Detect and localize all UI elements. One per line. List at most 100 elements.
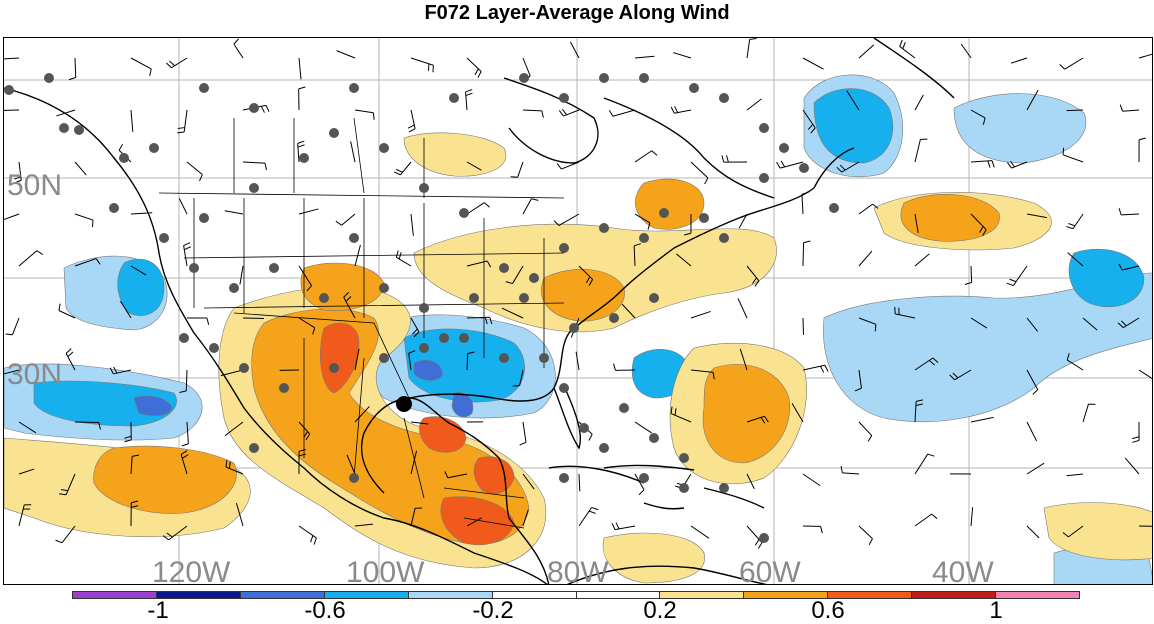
wind-barb — [691, 526, 709, 538]
station-dot — [319, 293, 329, 303]
station-dot — [829, 203, 839, 213]
wind-barb — [747, 39, 757, 58]
wind-barb — [1139, 370, 1153, 387]
wind-barb — [351, 141, 355, 162]
wind-barb — [1067, 474, 1083, 476]
florida — [554, 386, 580, 448]
wind-barb — [609, 110, 635, 116]
wind-barb — [1119, 208, 1139, 215]
lon-label-100w: 100W — [346, 558, 424, 585]
station-dot — [249, 443, 259, 453]
station-dot — [649, 293, 659, 303]
wind-barb — [859, 422, 872, 442]
station-dot — [559, 93, 569, 103]
station-dot — [349, 233, 359, 243]
station-dot — [459, 333, 469, 343]
wind-barb — [971, 507, 973, 526]
station-dot — [59, 123, 69, 133]
station-dot — [419, 303, 429, 313]
wind-barb — [299, 87, 306, 110]
wind-barb — [299, 58, 301, 79]
station-dot — [599, 223, 609, 233]
wind-barb — [511, 162, 523, 177]
wind-barb — [1027, 526, 1039, 538]
wind-barb — [635, 422, 652, 433]
station-dot — [619, 403, 629, 413]
wind-barb — [971, 161, 994, 168]
station-dot — [519, 73, 529, 83]
wind-barb — [915, 514, 937, 526]
wind-barb — [859, 45, 874, 58]
colorbar-segment — [996, 592, 1079, 598]
map-title: F072 Layer-Average Along Wind — [0, 0, 1154, 26]
station-dot — [439, 333, 449, 343]
station-dot — [419, 343, 429, 353]
station-dot — [249, 103, 259, 113]
station-dot — [499, 263, 509, 273]
hudson-bay — [504, 78, 598, 163]
wind-barb — [915, 95, 923, 110]
station-dot — [569, 323, 579, 333]
station-dot — [639, 473, 649, 483]
colorbar-label-neg1: -1 — [147, 598, 168, 624]
station-dot — [689, 83, 699, 93]
wind-barb — [520, 422, 526, 445]
station-dot — [119, 153, 129, 163]
wind-barb — [1007, 266, 1027, 286]
colorbar-label-06: 0.6 — [811, 598, 844, 624]
station-dot — [379, 143, 389, 153]
wind-barb — [1139, 53, 1153, 59]
wind-barb — [859, 526, 872, 545]
station-dot — [459, 208, 469, 218]
station-dot — [209, 343, 219, 353]
wind-barb — [1125, 458, 1139, 474]
station-dot — [269, 263, 279, 273]
neg-region-north-atlantic — [954, 94, 1086, 163]
wind-barb — [803, 365, 828, 372]
wind-barb — [579, 507, 598, 526]
wind-barb — [187, 318, 209, 325]
wind-barb — [747, 99, 761, 110]
station-dot — [639, 233, 649, 243]
wind-barb — [396, 251, 411, 266]
station-dot — [759, 173, 769, 183]
wind-barb — [915, 454, 934, 474]
wind-barb — [56, 110, 75, 116]
wind-barb — [915, 139, 927, 162]
station-dot — [469, 293, 479, 303]
wind-barb — [6, 318, 19, 335]
wind-barb — [559, 109, 579, 116]
wind-barb — [166, 58, 187, 68]
station-dot — [329, 363, 339, 373]
station-dot — [499, 353, 509, 363]
station-dot — [699, 213, 709, 223]
wind-barb — [614, 364, 635, 371]
wind-barb — [965, 266, 972, 284]
station-dot — [649, 433, 659, 443]
wind-barb — [523, 199, 538, 214]
wind-barb — [1139, 138, 1146, 162]
colorbar-segment — [157, 592, 241, 598]
station-dot — [109, 203, 119, 213]
colorbar-label-1: 1 — [989, 598, 1002, 624]
lon-label-40w: 40W — [932, 558, 994, 585]
wind-barb — [900, 40, 915, 58]
wind-barb — [411, 58, 433, 72]
lat-label-30n: 30N — [7, 360, 62, 390]
station-dot — [659, 208, 669, 218]
station-dot — [449, 93, 459, 103]
wind-barb — [691, 311, 711, 318]
station-dot — [559, 243, 569, 253]
station-dot — [609, 313, 619, 323]
wind-barb — [75, 214, 93, 227]
station-dot — [149, 143, 159, 153]
station-dot — [679, 453, 689, 463]
wind-barb — [336, 214, 355, 225]
station-dot — [349, 83, 359, 93]
wind-barb — [803, 58, 824, 69]
wind-barb — [234, 39, 243, 58]
station-dot — [159, 233, 169, 243]
wind-barb — [243, 162, 266, 170]
pos-region-canada — [404, 133, 506, 176]
station-dot — [349, 473, 359, 483]
